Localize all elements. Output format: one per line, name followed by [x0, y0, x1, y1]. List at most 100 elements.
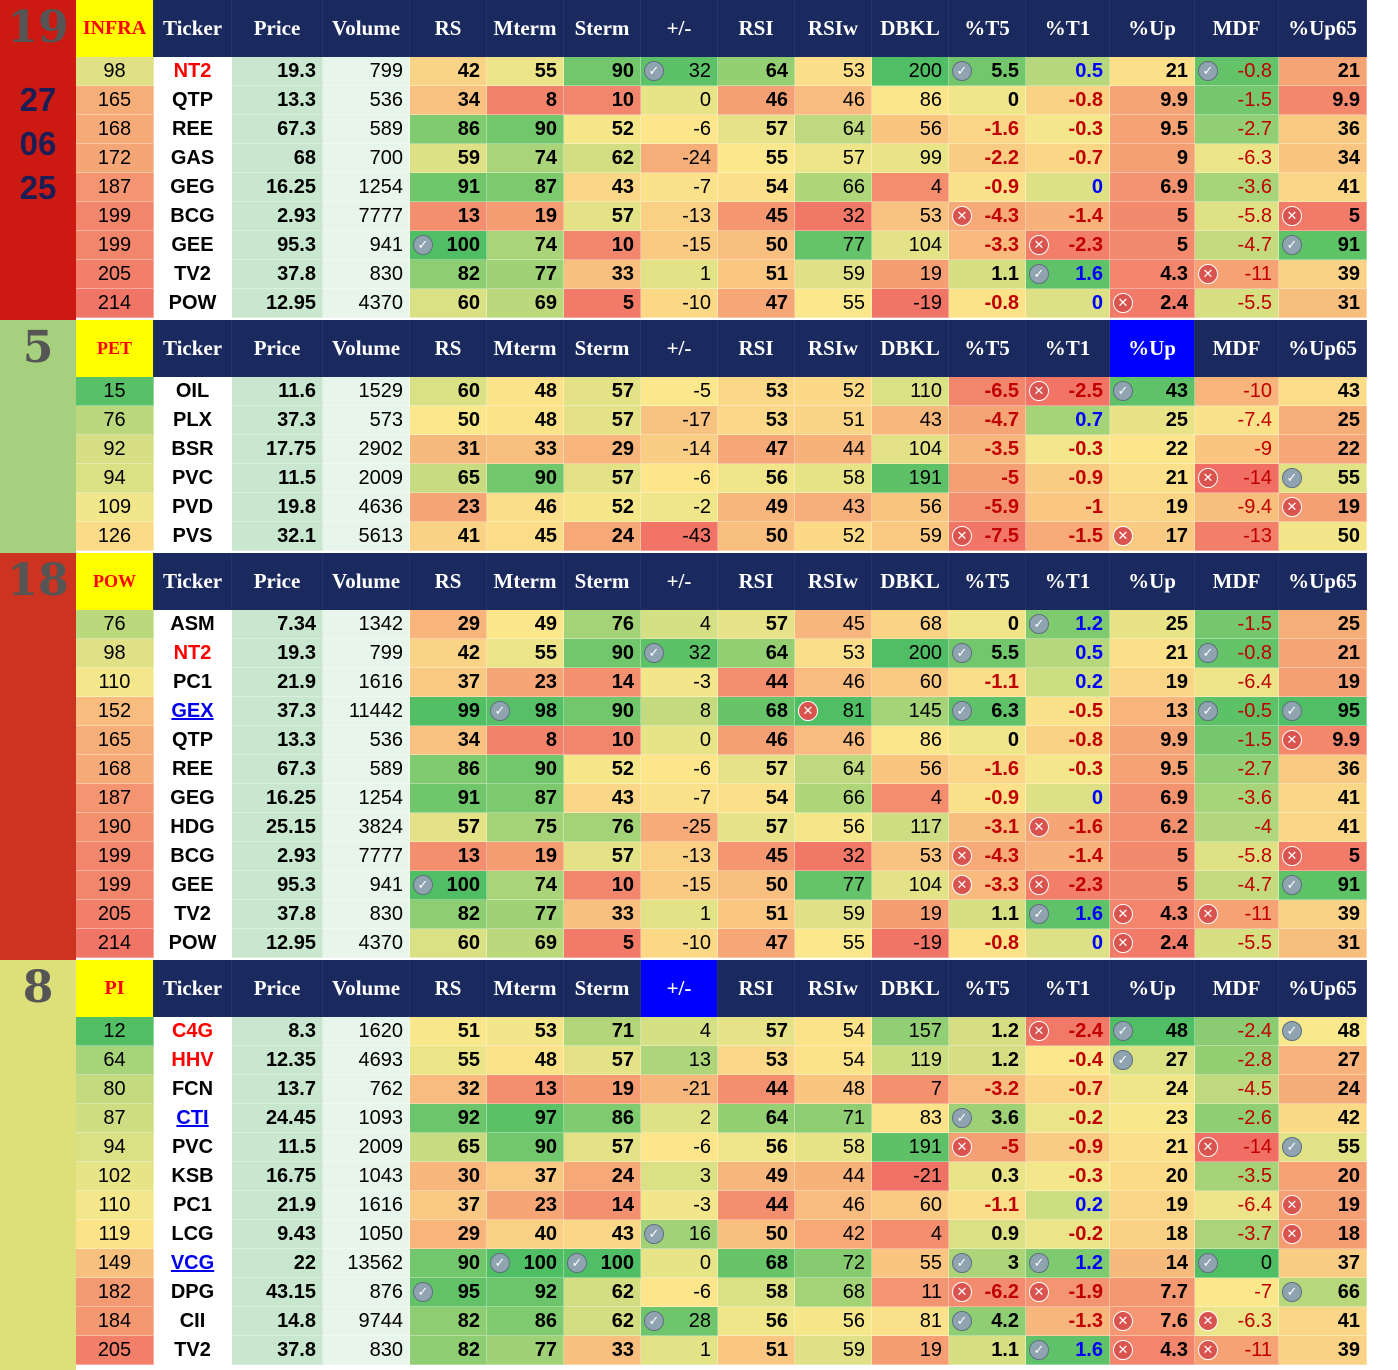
column-header-rsi[interactable]: RSI [718, 0, 795, 57]
column-header-t1[interactable]: %T1 [1026, 320, 1110, 377]
table-row[interactable]: 98 NT2 19.3 799 42 55 90 ✓ 32 64 53 200 ✓ 5.5 0.5 21 ✓ -0… [76, 639, 1367, 668]
table-row[interactable]: 98 NT2 19.3 799 42 55 90 ✓ 32 64 53 200 ✓ 5.5 0.5 21 ✓ -0… [76, 57, 1367, 86]
column-header-price[interactable]: Price [232, 553, 323, 610]
column-header-[interactable]: +/- [641, 553, 718, 610]
ticker[interactable]: VCG [154, 1249, 232, 1278]
column-header-ticker[interactable]: Ticker [154, 0, 232, 57]
column-header-volume[interactable]: Volume [323, 0, 410, 57]
column-header-dbkl[interactable]: DBKL [872, 320, 949, 377]
column-header-rs[interactable]: RS [410, 320, 487, 377]
column-header-rs[interactable]: RS [410, 0, 487, 57]
column-header-up[interactable]: %Up [1110, 960, 1195, 1017]
table-row[interactable]: 87 CTI 24.45 1093 92 97 86 2 64 71 83 ✓ 3.6 -0.2 23 -2.… [76, 1104, 1367, 1133]
table-row[interactable]: 205 TV2 37.8 830 82 77 33 1 51 59 19 1.1 ✓ 1.6 ✕ 4.3 ✕ -1… [76, 1336, 1367, 1365]
column-header-price[interactable]: Price [232, 0, 323, 57]
column-header-mdf[interactable]: MDF [1195, 0, 1279, 57]
table-row[interactable]: 214 POW 12.95 4370 60 69 5 -10 47 55 -19 -0.8 0 ✕ 2.4 -… [76, 289, 1367, 318]
column-header-sterm[interactable]: Sterm [564, 0, 641, 57]
column-header-rs[interactable]: RS [410, 553, 487, 610]
column-header-t1[interactable]: %T1 [1026, 960, 1110, 1017]
column-header-up65[interactable]: %Up65 [1279, 0, 1367, 57]
table-row[interactable]: 205 TV2 37.8 830 82 77 33 1 51 59 19 1.1 ✓ 1.6 ✕ 4.3 ✕ -1… [76, 900, 1367, 929]
column-header-mterm[interactable]: Mterm [487, 0, 564, 57]
table-row[interactable]: 109 PVD 19.8 4636 23 46 52 -2 49 43 56 -5.9 -1 19 -9.4… [76, 493, 1367, 522]
column-header-t5[interactable]: %T5 [949, 320, 1026, 377]
column-header-rsiw[interactable]: RSIw [795, 320, 872, 377]
ticker[interactable]: CTI [154, 1104, 232, 1133]
column-header-[interactable]: +/- [641, 0, 718, 57]
column-header-price[interactable]: Price [232, 960, 323, 1017]
column-header-volume[interactable]: Volume [323, 553, 410, 610]
column-header-t5[interactable]: %T5 [949, 0, 1026, 57]
column-header-up[interactable]: %Up [1110, 320, 1195, 377]
table-row[interactable]: 168 REE 67.3 589 86 90 52 -6 57 64 56 -1.6 -0.3 9.5 -2… [76, 115, 1367, 144]
column-header-mdf[interactable]: MDF [1195, 960, 1279, 1017]
column-header-t1[interactable]: %T1 [1026, 553, 1110, 610]
table-row[interactable]: 199 BCG 2.93 7777 13 19 57 -13 45 32 53 ✕ -4.3 -1.4 5 -… [76, 202, 1367, 231]
table-row[interactable]: 199 BCG 2.93 7777 13 19 57 -13 45 32 53 ✕ -4.3 -1.4 5 -… [76, 842, 1367, 871]
table-row[interactable]: 152 GEX 37.3 11442 99 ✓ 98 90 8 68 ✕ 81 145 ✓ 6.3 -0.5 1… [76, 697, 1367, 726]
column-header-rsi[interactable]: RSI [718, 320, 795, 377]
column-header-volume[interactable]: Volume [323, 960, 410, 1017]
column-header-rs[interactable]: RS [410, 960, 487, 1017]
table-row[interactable]: 15 OIL 11.6 1529 60 48 57 -5 53 52 110 -6.5 ✕ -2.5 ✓ 43… [76, 377, 1367, 406]
table-row[interactable]: 76 PLX 37.3 573 50 48 57 -17 53 51 43 -4.7 0.7 25 -7.4… [76, 406, 1367, 435]
table-row[interactable]: 149 VCG 22 13562 90 ✓ 100 ✓ 100 0 68 72 55 ✓ 3 ✓ 1.2 14 ✓ 0… [76, 1249, 1367, 1278]
column-header-[interactable]: +/- [641, 960, 718, 1017]
table-row[interactable]: 168 REE 67.3 589 86 90 52 -6 57 64 56 -1.6 -0.3 9.5 -2… [76, 755, 1367, 784]
table-row[interactable]: 76 ASM 7.34 1342 29 49 76 4 57 45 68 0 ✓ 1.2 25 -1.5 25 [76, 610, 1367, 639]
table-row[interactable]: 190 HDG 25.15 3824 57 75 76 -25 57 56 117 -3.1 ✕ -1.6… [76, 813, 1367, 842]
table-row[interactable]: 205 TV2 37.8 830 82 77 33 1 51 59 19 1.1 ✓ 1.6 4.3 ✕ -11… [76, 260, 1367, 289]
column-header-rsiw[interactable]: RSIw [795, 960, 872, 1017]
column-header-rsi[interactable]: RSI [718, 553, 795, 610]
column-header-up65[interactable]: %Up65 [1279, 320, 1367, 377]
table-row[interactable]: 102 KSB 16.75 1043 30 37 24 3 49 44 -21 0.3 -0.3 20 -3… [76, 1162, 1367, 1191]
table-row[interactable]: 182 DPG 43.15 876 ✓ 95 92 62 -6 58 68 11 ✕ -6.2 ✕ -1.9 7… [76, 1278, 1367, 1307]
table-row[interactable]: 199 GEE 95.3 941 ✓ 100 74 10 -15 50 77 104 ✕ -3.3 ✕ -2.… [76, 871, 1367, 900]
column-header-sterm[interactable]: Sterm [564, 320, 641, 377]
table-row[interactable]: 199 GEE 95.3 941 ✓ 100 74 10 -15 50 77 104 -3.3 ✕ -2.3… [76, 231, 1367, 260]
column-header-mdf[interactable]: MDF [1195, 320, 1279, 377]
table-row[interactable]: 110 PC1 21.9 1616 37 23 14 -3 44 46 60 -1.1 0.2 19 -6.… [76, 668, 1367, 697]
column-header-mterm[interactable]: Mterm [487, 320, 564, 377]
table-row[interactable]: 64 HHV 12.35 4693 55 48 57 13 53 54 119 1.2 -0.4 ✓ 27 -… [76, 1046, 1367, 1075]
column-header-t5[interactable]: %T5 [949, 960, 1026, 1017]
table-row[interactable]: 12 C4G 8.3 1620 51 53 71 4 57 54 157 1.2 ✕ -2.4 ✓ 48 -2.… [76, 1017, 1367, 1046]
table-row[interactable]: 172 GAS 68 700 59 74 62 -24 55 57 99 -2.2 -0.7 9 -6.3 3… [76, 144, 1367, 173]
table-row[interactable]: 214 POW 12.95 4370 60 69 5 -10 47 55 -19 -0.8 0 ✕ 2.4 -… [76, 929, 1367, 958]
column-header-up[interactable]: %Up [1110, 0, 1195, 57]
table-row[interactable]: 187 GEG 16.25 1254 91 87 43 -7 54 66 4 -0.9 0 6.9 -3.6… [76, 173, 1367, 202]
column-header-volume[interactable]: Volume [323, 320, 410, 377]
table-row[interactable]: 92 BSR 17.75 2902 31 33 29 -14 47 44 104 -3.5 -0.3 22… [76, 435, 1367, 464]
column-header-[interactable]: +/- [641, 320, 718, 377]
table-row[interactable]: 94 PVC 11.5 2009 65 90 57 -6 56 58 191 -5 -0.9 21 ✕ -14… [76, 464, 1367, 493]
column-header-dbkl[interactable]: DBKL [872, 960, 949, 1017]
column-header-up[interactable]: %Up [1110, 553, 1195, 610]
table-row[interactable]: 165 QTP 13.3 536 34 8 10 0 46 46 86 0 -0.8 9.9 -1.5 ✕ 9.… [76, 726, 1367, 755]
column-header-price[interactable]: Price [232, 320, 323, 377]
column-header-ticker[interactable]: Ticker [154, 960, 232, 1017]
column-header-dbkl[interactable]: DBKL [872, 553, 949, 610]
table-row[interactable]: 110 PC1 21.9 1616 37 23 14 -3 44 46 60 -1.1 0.2 19 -6.… [76, 1191, 1367, 1220]
table-row[interactable]: 165 QTP 13.3 536 34 8 10 0 46 46 86 0 -0.8 9.9 -1.5 9.9 [76, 86, 1367, 115]
table-row[interactable]: 80 FCN 13.7 762 32 13 19 -21 44 48 7 -3.2 -0.7 24 -4.5… [76, 1075, 1367, 1104]
column-header-t5[interactable]: %T5 [949, 553, 1026, 610]
column-header-rsiw[interactable]: RSIw [795, 553, 872, 610]
column-header-mdf[interactable]: MDF [1195, 553, 1279, 610]
column-header-mterm[interactable]: Mterm [487, 960, 564, 1017]
table-row[interactable]: 119 LCG 9.43 1050 29 40 43 ✓ 16 50 42 4 0.9 -0.2 18 -3.… [76, 1220, 1367, 1249]
table-row[interactable]: 94 PVC 11.5 2009 65 90 57 -6 56 58 191 ✕ -5 -0.9 21 ✕ -1… [76, 1133, 1367, 1162]
column-header-dbkl[interactable]: DBKL [872, 0, 949, 57]
table-row[interactable]: 187 GEG 16.25 1254 91 87 43 -7 54 66 4 -0.9 0 6.9 -3.6… [76, 784, 1367, 813]
column-header-sterm[interactable]: Sterm [564, 960, 641, 1017]
column-header-ticker[interactable]: Ticker [154, 320, 232, 377]
column-header-t1[interactable]: %T1 [1026, 0, 1110, 57]
ticker[interactable]: GEX [154, 697, 232, 726]
column-header-up65[interactable]: %Up65 [1279, 960, 1367, 1017]
column-header-up65[interactable]: %Up65 [1279, 553, 1367, 610]
column-header-rsi[interactable]: RSI [718, 960, 795, 1017]
column-header-ticker[interactable]: Ticker [154, 553, 232, 610]
table-row[interactable]: 126 PVS 32.1 5613 41 45 24 -43 50 52 59 ✕ -7.5 -1.5 ✕ 1… [76, 522, 1367, 551]
table-row[interactable]: 184 CII 14.8 9744 82 86 62 ✓ 28 56 56 81 ✓ 4.2 -1.3 ✕ 7.… [76, 1307, 1367, 1336]
column-header-sterm[interactable]: Sterm [564, 553, 641, 610]
